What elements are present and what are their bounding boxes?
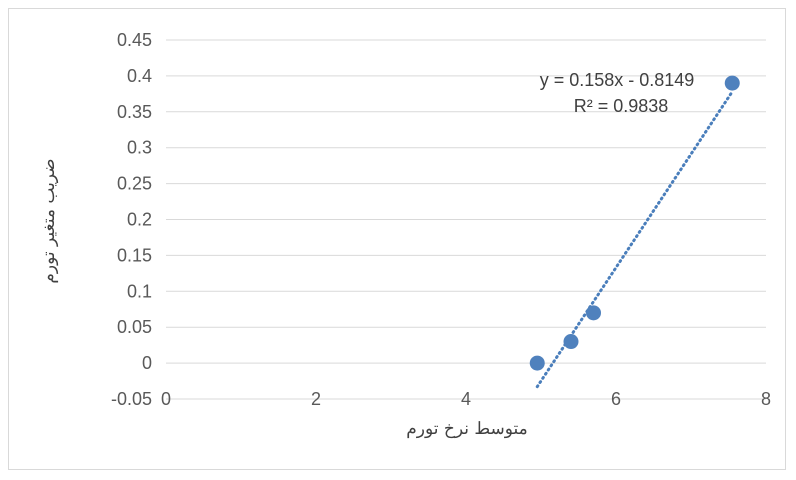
- y-axis-title: ضریب متغیر تورم: [39, 158, 59, 283]
- x-tick-label: 2: [311, 389, 321, 409]
- y-tick-label: 0.15: [117, 245, 152, 265]
- data-points: [529, 75, 740, 371]
- data-point: [586, 305, 601, 321]
- data-point: [563, 334, 579, 350]
- y-tick-label: 0.3: [127, 138, 152, 158]
- x-axis-tick-labels: 0 2 4 6 8: [161, 389, 771, 409]
- y-tick-label: 0.45: [117, 30, 152, 50]
- data-point: [529, 355, 545, 371]
- y-tick-label: 0.1: [127, 281, 152, 301]
- data-point: [724, 75, 740, 91]
- y-tick-label: 0.4: [127, 66, 152, 86]
- x-tick-label: 0: [161, 389, 171, 409]
- y-axis-tick-labels: -0.05 0 0.05 0.1 0.15 0.2 0.25 0.3 0.35 0.4 0.45: [111, 30, 152, 409]
- trendline-r-squared: R² = 0.9838: [574, 96, 669, 116]
- chart-frame: -0.05 0 0.05 0.1 0.15 0.2 0.25 0.3 0.35 0.4 0.45 0…: [8, 8, 786, 470]
- y-tick-label: 0.05: [117, 317, 152, 337]
- scatter-chart: -0.05 0 0.05 0.1 0.15 0.2 0.25 0.3 0.35 0.4 0.45 0…: [39, 30, 771, 439]
- y-tick-label: 0.2: [127, 210, 152, 230]
- y-tick-label: 0: [142, 353, 152, 373]
- x-tick-label: 8: [761, 389, 771, 409]
- y-tick-label: 0.35: [117, 102, 152, 122]
- y-tick-label: -0.05: [111, 389, 152, 409]
- x-tick-label: 6: [611, 389, 621, 409]
- x-tick-label: 4: [461, 389, 471, 409]
- trendline-equation: y = 0.158x - 0.8149: [540, 70, 695, 90]
- y-tick-label: 0.25: [117, 174, 152, 194]
- gridlines: [166, 39, 766, 400]
- x-axis-title: متوسط نرخ تورم: [406, 419, 528, 439]
